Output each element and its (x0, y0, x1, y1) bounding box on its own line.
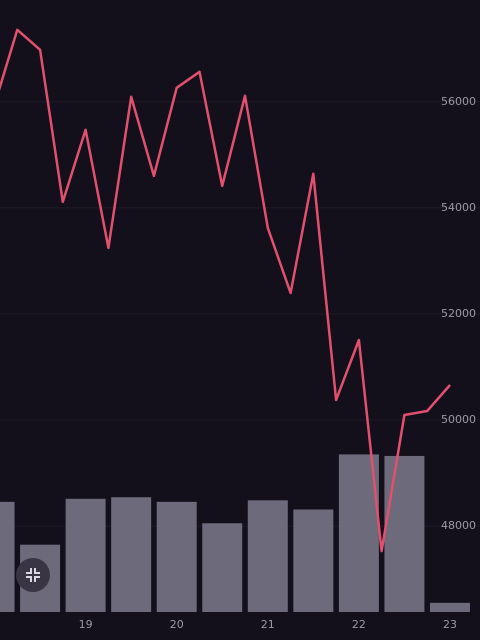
volume-bar (0, 501, 15, 612)
volume-bar (293, 509, 334, 612)
button-icon (26, 568, 40, 582)
x-tick-label: 22 (352, 618, 366, 631)
volume-bar (111, 497, 152, 612)
volume-bar (202, 523, 243, 612)
volume-bar (338, 454, 379, 612)
y-tick-label: 56000 (441, 95, 476, 108)
x-tick-label: 19 (79, 618, 93, 631)
button-bg (16, 558, 50, 592)
volume-bar (156, 501, 197, 612)
x-tick-label: 23 (443, 618, 457, 631)
fullscreen-button[interactable] (16, 558, 50, 592)
x-tick-label: 20 (170, 618, 184, 631)
volume-bar (65, 498, 106, 612)
y-tick-label: 48000 (441, 519, 476, 532)
y-tick-label: 54000 (441, 201, 476, 214)
volume-bar (247, 500, 288, 612)
y-tick-label: 52000 (441, 307, 476, 320)
volume-bar (429, 602, 470, 612)
y-tick-label: 50000 (441, 413, 476, 426)
x-tick-label: 21 (261, 618, 275, 631)
volume-bar (384, 455, 425, 612)
price-line (0, 28, 451, 553)
